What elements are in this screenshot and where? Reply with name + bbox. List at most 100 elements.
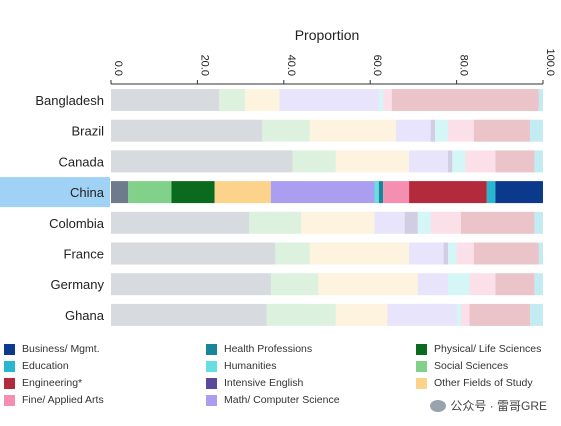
legend-item: Intensive English [206, 377, 303, 389]
bar-segment [469, 273, 496, 296]
category-row: Brazil [71, 119, 543, 142]
bar-segment [530, 303, 543, 326]
legend-label: Physical/ Life Sciences [434, 343, 542, 355]
bar-segment [435, 119, 448, 142]
bar-segment [275, 242, 310, 265]
bar-segment [378, 181, 384, 204]
bar-segment [270, 273, 319, 296]
bar-segment [447, 242, 457, 265]
bar-segment [486, 181, 496, 204]
bar-segment [262, 119, 310, 142]
bar-segment [460, 303, 470, 326]
legend-label: Engineering* [22, 377, 83, 389]
bar-segment [309, 242, 410, 265]
legend-swatch [416, 377, 427, 389]
x-tick-label: 100.0 [544, 48, 556, 76]
bar-segment [443, 242, 448, 265]
bar-segment [409, 242, 444, 265]
legend-swatch [206, 394, 217, 406]
bar-segment [447, 150, 453, 173]
bar-segment [447, 119, 474, 142]
legend-label: Social Sciences [434, 360, 509, 372]
legend-item: Business/ Mgmt. [4, 343, 100, 355]
category-row: Ghana [65, 303, 543, 326]
bar-segment [409, 150, 448, 173]
legend-swatch [206, 343, 217, 355]
bar-segment [244, 89, 280, 111]
legend-item: Math/ Computer Science [206, 394, 340, 406]
x-tick-label: 40.0 [285, 55, 297, 76]
bar-segment [219, 89, 245, 111]
category-row: Bangladesh [35, 89, 543, 111]
legend-item: Humanities [206, 360, 277, 372]
legend-swatch [416, 343, 427, 355]
legend-label: Education [22, 360, 69, 372]
category-label: France [64, 247, 104, 262]
legend: Business/ Mgmt. Health Professions Physica… [4, 341, 557, 421]
bar-rows: Bangladesh Brazil Canada China Colombia Franc… [0, 89, 543, 326]
legend-swatch [4, 394, 15, 406]
legend-label: Other Fields of Study [434, 377, 533, 389]
x-tick-label: 20.0 [198, 55, 210, 76]
legend-label: Humanities [224, 360, 277, 372]
legend-swatch [4, 360, 15, 372]
legend-label: Fine/ Applied Arts [22, 394, 104, 406]
bar-segment-unlabeled [111, 242, 276, 265]
bar-segment [318, 273, 418, 296]
legend-swatch [416, 360, 427, 372]
legend-label: Business/ Mgmt. [22, 343, 100, 355]
bar-segment [452, 150, 466, 173]
bar-segment [383, 181, 410, 204]
bar-segment-unlabeled [111, 150, 293, 173]
bar-segment [456, 303, 461, 326]
category-label: Brazil [71, 124, 104, 139]
bar-segment [391, 89, 539, 111]
category-label: China [70, 185, 105, 200]
category-row: Germany [51, 273, 543, 296]
bar-segment [383, 89, 392, 111]
legend-item: Social Sciences [416, 360, 508, 372]
bar-segment [430, 211, 461, 234]
bar-segment [266, 303, 336, 326]
category-row: Colombia [49, 211, 543, 234]
legend-item: Health Professions [206, 343, 312, 355]
bar-segment [456, 242, 474, 265]
stacked-bar-chart: Proportion 0.0 20.0 40.0 60.0 80.0 100.0 Bang… [0, 27, 556, 326]
bar-segment [309, 119, 397, 142]
bar-segment [530, 119, 543, 142]
legend-item: Education [4, 360, 69, 372]
category-row: France [64, 242, 543, 265]
legend-swatch [206, 377, 217, 389]
x-tick-label: 80.0 [458, 55, 470, 76]
bar-segment [447, 273, 470, 296]
bar-segment [495, 181, 543, 204]
chart-title: Proportion [295, 27, 360, 43]
wechat-icon [430, 399, 447, 412]
legend-label: Math/ Computer Science [224, 394, 340, 406]
bar-segment [417, 273, 448, 296]
bar-segment [404, 211, 418, 234]
bar-segment [214, 181, 271, 204]
legend-label: Health Professions [224, 343, 313, 355]
x-tick-label: 60.0 [371, 55, 383, 76]
bar-segment [534, 150, 543, 173]
legend-swatch [206, 360, 217, 372]
bar-segment-unlabeled [111, 273, 271, 296]
bar-segment-unlabeled [111, 211, 250, 234]
category-label: Germany [51, 277, 105, 292]
x-axis: 0.0 20.0 40.0 60.0 80.0 100.0 [110, 48, 556, 85]
category-label: Colombia [49, 216, 105, 231]
category-label: Ghana [65, 308, 105, 323]
bar-segment-unlabeled [111, 119, 263, 142]
bar-segment [538, 89, 543, 111]
bar-segment [409, 181, 487, 204]
bar-segment [495, 273, 535, 296]
bar-segment [469, 303, 531, 326]
bar-segment [465, 150, 496, 173]
bar-segment [534, 211, 543, 234]
bar-segment [430, 119, 435, 142]
category-row: China [0, 177, 543, 208]
x-tick-label: 0.0 [112, 61, 124, 76]
legend-swatch [4, 377, 15, 389]
bar-segment [460, 211, 535, 234]
